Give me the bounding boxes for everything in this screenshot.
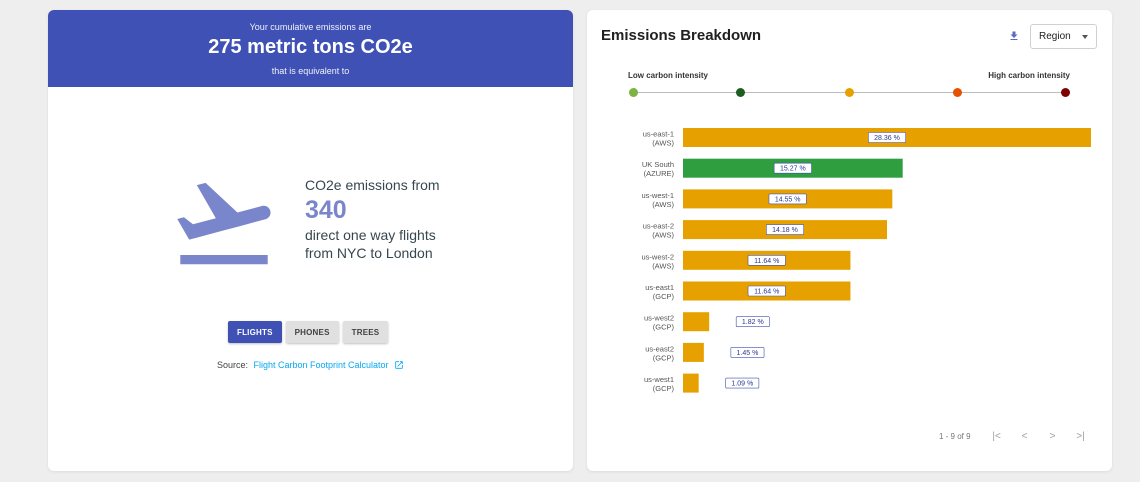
next-page-icon[interactable]: > bbox=[1049, 431, 1056, 442]
tab-phones[interactable]: PHONES bbox=[285, 321, 339, 343]
category-label: (GCP) bbox=[653, 353, 675, 362]
category-label: us-east1 bbox=[645, 283, 674, 292]
data-label: 11.64 % bbox=[754, 289, 779, 296]
data-label-box bbox=[773, 162, 812, 174]
category-label: us-east-2 bbox=[643, 222, 674, 231]
source-link[interactable]: Flight Carbon Footprint Calculator bbox=[253, 360, 389, 370]
legend-high-label: High carbon intensity bbox=[988, 71, 1070, 80]
pagination: 1 - 9 of 9 |< < > >| bbox=[939, 431, 1095, 442]
equivalency-card: Your cumulative emissions are 275 metric… bbox=[48, 10, 573, 471]
breakdown-title: Emissions Breakdown bbox=[601, 27, 762, 44]
category-label: (GCP) bbox=[653, 384, 675, 393]
data-label-box bbox=[730, 347, 765, 358]
chevron-down-icon bbox=[1082, 35, 1088, 39]
data-label: 14.55 % bbox=[775, 196, 801, 203]
data-label-box bbox=[747, 285, 786, 297]
first-page-icon[interactable]: |< bbox=[992, 431, 1001, 442]
category-label: UK South bbox=[642, 160, 674, 169]
data-label-box bbox=[725, 377, 760, 389]
equivalency-line-3: from NYC to London bbox=[305, 245, 433, 261]
data-label-box bbox=[867, 132, 906, 143]
equivalency-value: 340 bbox=[305, 196, 347, 224]
emissions-header: Your cumulative emissions are 275 metric… bbox=[48, 10, 573, 87]
category-label: us-west2 bbox=[644, 314, 674, 323]
category-label: (GCP) bbox=[653, 292, 675, 301]
intensity-dot bbox=[845, 88, 854, 97]
data-label: 1.82 % bbox=[742, 319, 764, 326]
emissions-bar[interactable] bbox=[683, 312, 710, 332]
intensity-dot bbox=[629, 88, 638, 97]
data-label: 15.27 % bbox=[780, 166, 806, 173]
data-label-box bbox=[766, 224, 805, 235]
group-by-select[interactable]: Region bbox=[1030, 24, 1097, 49]
category-label: us-east2 bbox=[645, 344, 674, 353]
data-label-box bbox=[735, 316, 770, 327]
intensity-dot bbox=[953, 88, 962, 97]
data-label: 1.09 % bbox=[731, 381, 753, 388]
cumulative-label: Your cumulative emissions are bbox=[249, 22, 372, 32]
last-page-icon[interactable]: >| bbox=[1076, 431, 1085, 442]
data-label: 28.36 % bbox=[874, 135, 900, 142]
intensity-dot bbox=[1061, 88, 1070, 97]
source-label: Source: bbox=[216, 360, 248, 370]
equivalency-line-1: CO2e emissions from bbox=[305, 177, 440, 193]
category-label: (GCP) bbox=[653, 323, 675, 332]
equivalent-label: that is equivalent to bbox=[271, 66, 350, 76]
category-label: (AWS) bbox=[652, 200, 674, 209]
data-label: 14.18 % bbox=[772, 227, 798, 234]
category-label: (AWS) bbox=[652, 261, 674, 270]
category-label: (AWS) bbox=[652, 139, 674, 148]
tab-flights[interactable]: FLIGHTS bbox=[228, 321, 282, 343]
pagination-range: 1 - 9 of 9 bbox=[939, 432, 971, 441]
data-label: 1.45 % bbox=[737, 350, 759, 357]
equivalency-text: CO2e emissions from 340 direct one way f… bbox=[305, 176, 440, 262]
emissions-bar[interactable] bbox=[683, 342, 704, 362]
data-label: 11.64 % bbox=[754, 258, 779, 265]
tab-trees[interactable]: TREES bbox=[342, 321, 389, 343]
download-icon[interactable] bbox=[1008, 30, 1020, 42]
category-label: us-east-1 bbox=[643, 130, 674, 139]
total-emissions: 275 metric tons CO2e bbox=[208, 36, 413, 58]
category-label: (AZURE) bbox=[644, 169, 675, 178]
emissions-bar-chart: us-east-1(AWS) 28.36 %UK South(AZURE) 15.2… bbox=[641, 128, 1091, 393]
source-line: Source: Flight Carbon Footprint Calculat… bbox=[48, 360, 573, 370]
category-label: us-west-1 bbox=[641, 191, 674, 200]
equivalency-line-2: direct one way flights bbox=[305, 227, 436, 243]
flight-takeoff-icon bbox=[177, 182, 271, 265]
intensity-dot bbox=[736, 88, 745, 97]
group-by-value: Region bbox=[1039, 31, 1071, 42]
legend-low-label: Low carbon intensity bbox=[628, 71, 709, 80]
category-label: (AWS) bbox=[652, 231, 674, 240]
previous-page-icon[interactable]: < bbox=[1021, 431, 1028, 442]
category-label: us-west1 bbox=[644, 375, 674, 384]
category-label: us-west-2 bbox=[641, 252, 674, 261]
emissions-breakdown-card: Emissions Breakdown Region Low carbon in… bbox=[587, 10, 1112, 471]
external-link-icon[interactable] bbox=[394, 360, 404, 370]
data-label-box bbox=[768, 193, 807, 205]
data-label-box bbox=[747, 255, 786, 266]
equivalency-tabs: FLIGHTS PHONES TREES bbox=[228, 321, 389, 343]
emissions-bar[interactable] bbox=[683, 373, 699, 393]
